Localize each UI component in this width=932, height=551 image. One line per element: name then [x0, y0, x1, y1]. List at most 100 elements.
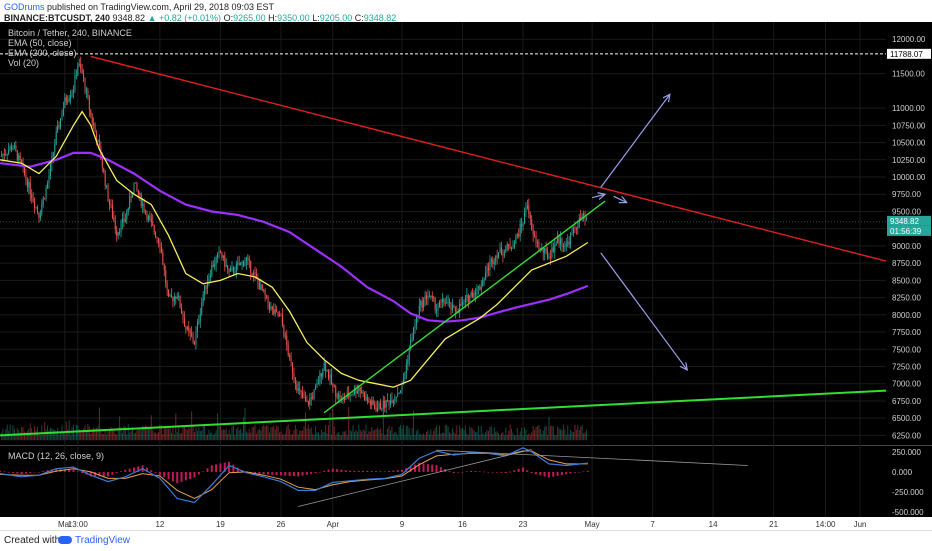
candle-body [119, 231, 121, 233]
macd-histogram-bar [396, 470, 399, 472]
candle-body [555, 243, 557, 246]
macd-histogram-bar [215, 464, 218, 472]
legend-macd[interactable]: MACD (12, 26, close, 9) [8, 451, 105, 461]
legend-ema200[interactable]: EMA (200, close) [8, 48, 77, 58]
author-link[interactable]: GODrums [4, 2, 45, 12]
price-tick-label: 7750.00 [892, 328, 921, 337]
price-tick-label: 7000.00 [892, 380, 921, 389]
candle-body [503, 251, 505, 255]
close-label: C: [354, 13, 364, 23]
volume-bar [407, 425, 409, 441]
volume-bar [312, 434, 314, 441]
volume-bar [289, 429, 291, 441]
candle-body [25, 174, 27, 180]
candle-body [499, 247, 501, 253]
candle-body [353, 388, 355, 394]
volume-bar [245, 431, 247, 441]
volume-bar [52, 429, 54, 441]
macd-histogram-bar [120, 471, 123, 472]
volume-bar [548, 417, 550, 441]
candle-body [303, 397, 305, 399]
macd-histogram-bar [176, 471, 179, 484]
candle-body [97, 140, 99, 143]
candle-body [178, 296, 180, 298]
volume-bar [482, 433, 484, 441]
candle-body [57, 125, 59, 132]
countdown-label: 01:56:39 [890, 227, 922, 236]
volume-bar [570, 429, 572, 441]
candle-body [173, 296, 175, 302]
candle-body [312, 396, 314, 399]
volume-bar [201, 430, 203, 441]
time-tick-label: 26 [276, 520, 285, 529]
tradingview-logo[interactable]: TradingView [58, 535, 130, 546]
volume-bar [106, 434, 108, 441]
volume-bar [502, 432, 504, 441]
candle-body [568, 241, 570, 245]
volume-bar [309, 429, 311, 441]
volume-bar [567, 425, 569, 441]
macd-histogram-bar [258, 471, 261, 474]
volume-bar [162, 434, 164, 441]
candle-body [67, 100, 69, 102]
legend-volume[interactable]: Vol (20) [8, 58, 40, 68]
current-price-box [887, 215, 931, 226]
volume-bar [467, 434, 469, 441]
candle-body [356, 390, 358, 394]
volume-bar [375, 428, 377, 441]
price-chart[interactable]: 12000.00 11500.00 11000.00 10750.00 10500.00… [0, 22, 932, 530]
volume-bar [424, 435, 426, 441]
candle-body [36, 206, 38, 213]
volume-bar [206, 434, 208, 441]
candle-body [192, 336, 194, 342]
volume-bar [114, 433, 116, 441]
volume-bar [532, 425, 534, 441]
candle-body [214, 264, 216, 267]
macd-histogram-bar [292, 471, 295, 477]
candle-body [103, 167, 105, 172]
volume-bar [541, 433, 543, 441]
macd-histogram-bar [340, 469, 343, 472]
volume-bar [381, 432, 383, 441]
candle-body [454, 308, 456, 312]
volume-bar [25, 432, 27, 441]
legend-ema50[interactable]: EMA (50, close) [8, 38, 72, 48]
candle-body [333, 385, 335, 387]
candle-body [113, 217, 115, 222]
volume-bar [139, 428, 141, 441]
volume-bar [506, 434, 508, 441]
volume-bar [19, 432, 21, 441]
volume-bar [225, 428, 227, 441]
candle-body [449, 302, 451, 304]
volume-bar [292, 434, 294, 441]
candle-body [523, 211, 526, 224]
candle-body [134, 182, 136, 184]
volume-bar [142, 425, 144, 441]
volume-bar [253, 427, 255, 441]
macd-histogram-bar [202, 471, 205, 472]
candle-body [42, 198, 44, 206]
candle-body [13, 145, 15, 148]
candle-body [188, 326, 190, 331]
candle-body [2, 153, 4, 156]
volume-bar [529, 434, 531, 441]
volume-bar [157, 431, 160, 441]
candle-body [149, 215, 151, 219]
macd-histogram-bar [586, 470, 589, 472]
volume-bar [364, 430, 366, 441]
candle-body [153, 225, 155, 233]
volume-bar [358, 424, 360, 441]
price-tick-label: 11000.00 [892, 104, 925, 113]
volume-bar [335, 435, 337, 441]
macd-histogram-bar [314, 471, 317, 474]
candle-body [289, 355, 291, 357]
candle-body [250, 260, 252, 273]
candle-body [486, 266, 488, 274]
macd-histogram-bar [271, 471, 274, 475]
price-tick-label: 7250.00 [892, 362, 921, 371]
macd-histogram-bar [37, 471, 40, 473]
volume-bar [542, 430, 544, 441]
candle-body [228, 269, 230, 272]
candle-body [297, 388, 299, 391]
volume-bar [303, 426, 305, 441]
